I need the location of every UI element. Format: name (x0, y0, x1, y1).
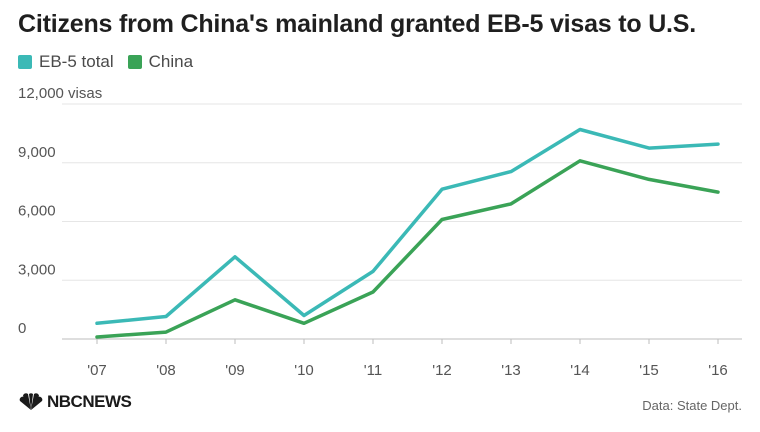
brand-name: NBCNEWS (47, 392, 132, 411)
source-note: Data: State Dept. (642, 398, 742, 413)
legend-swatch-china (127, 55, 142, 69)
chart-title: Citizens from China's mainland granted E… (18, 10, 697, 38)
x-tick-label: '11 (364, 362, 382, 379)
x-tick-label: '07 (87, 362, 107, 379)
y-tick-label: 9,000 (18, 144, 56, 161)
legend-label-china: China (148, 52, 194, 71)
legend-item-china: China (127, 52, 194, 72)
y-tick-label: 0 (18, 320, 26, 337)
x-tick-label: '12 (432, 362, 452, 379)
legend-swatch-eb5-total (18, 55, 32, 69)
y-tick-label: 3,000 (18, 261, 56, 278)
x-tick-label: '13 (501, 362, 521, 379)
x-tick-label: '08 (156, 362, 176, 379)
series-line-china (95, 159, 720, 339)
brand-logo: NBCNEWS (18, 392, 132, 412)
legend-item-eb5-total: EB-5 total (18, 52, 114, 72)
series-line-eb-5-total (95, 127, 720, 326)
y-tick-label: 6,000 (18, 203, 56, 220)
legend: EB-5 total China (18, 52, 207, 72)
y-tick-label: 12,000 visas (18, 85, 102, 102)
x-tick-label: '15 (639, 362, 659, 379)
nbc-peacock-icon (19, 393, 43, 410)
x-tick-label: '14 (570, 362, 590, 379)
x-tick-label: '09 (225, 362, 245, 379)
x-tick-label: '16 (708, 362, 728, 379)
legend-label-eb5-total: EB-5 total (39, 52, 114, 71)
x-tick-label: '10 (294, 362, 314, 379)
